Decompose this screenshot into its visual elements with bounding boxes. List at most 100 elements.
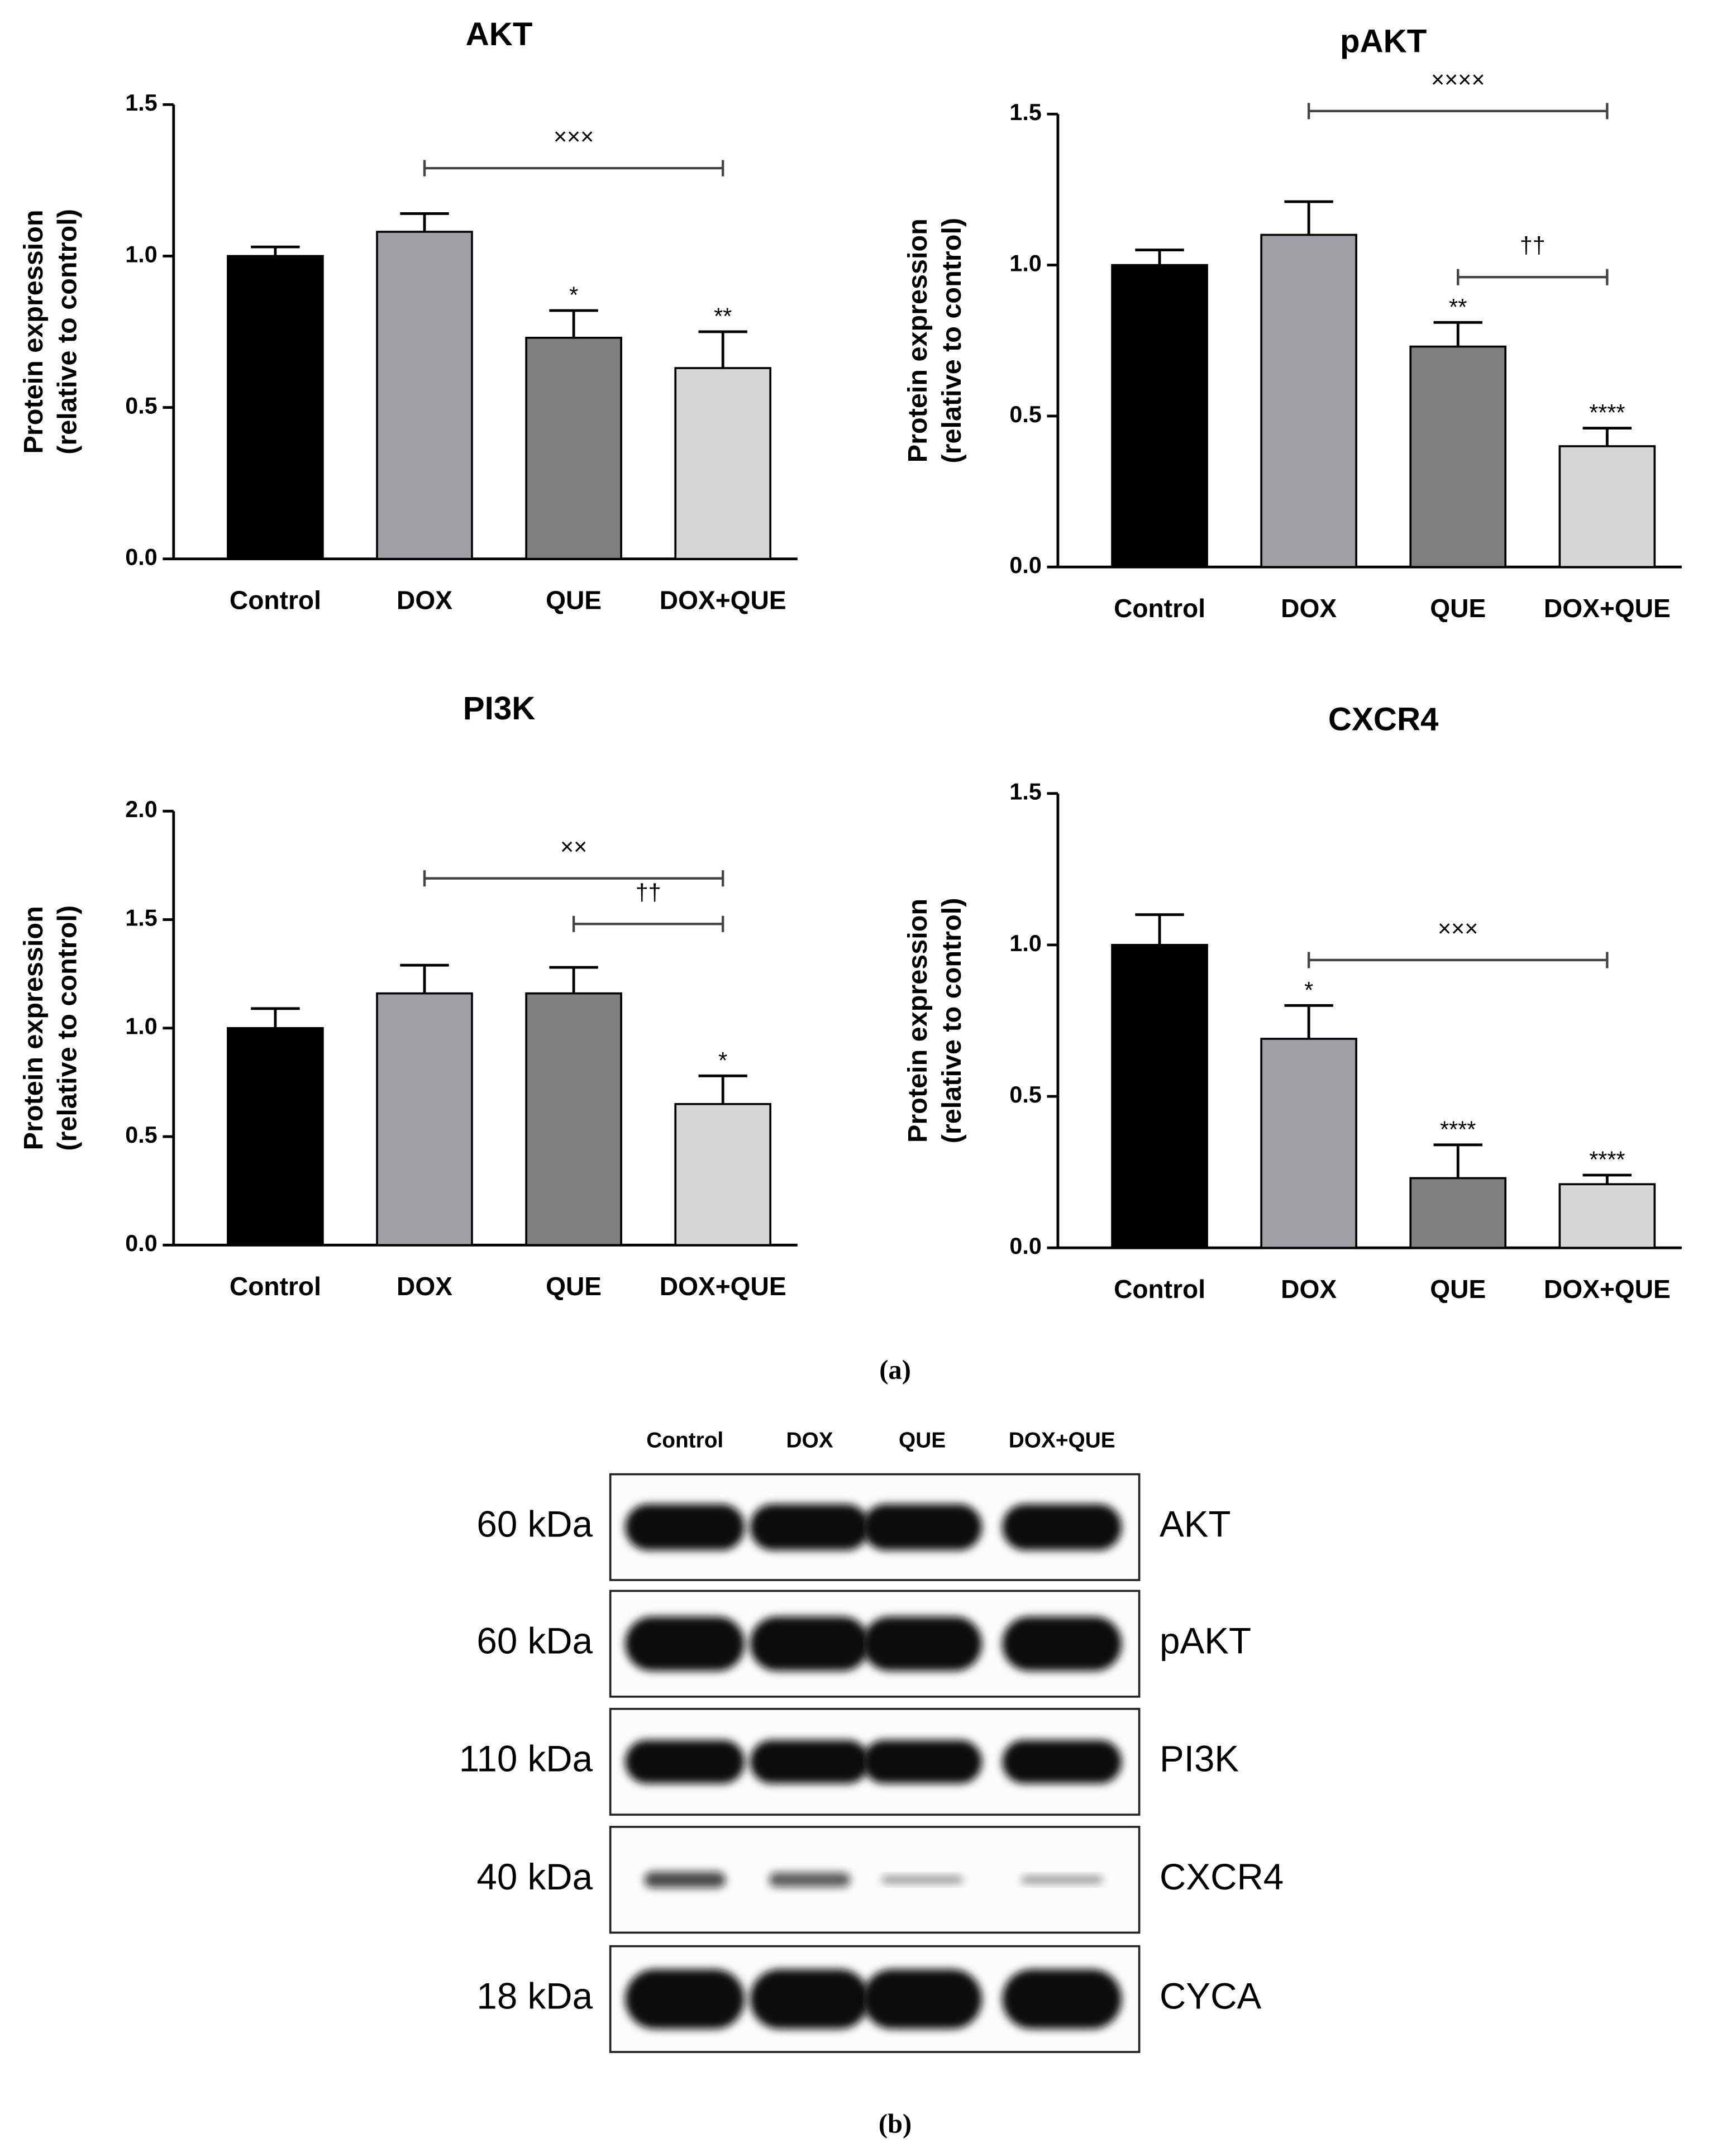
bracket-label: ×××× [1431,66,1485,92]
y-axis-label: Protein expression [903,218,933,462]
blot-band [862,1504,982,1550]
x-tick-label: Control [1114,594,1205,623]
protein-name: AKT [1160,1504,1231,1545]
x-tick-label: QUE [1430,1275,1486,1304]
y-axis-label: (relative to control) [937,898,967,1144]
y-tick-label: 1.5 [1009,99,1041,125]
x-tick-label: DOX [397,586,452,615]
y-tick-label: 0.0 [1009,552,1041,578]
molecular-weight: 60 kDa [476,1504,593,1545]
y-tick-label: 1.0 [125,1014,157,1039]
chart-title: AKT [466,16,533,52]
y-axis-label: Protein expression [18,906,49,1150]
blot-band [750,1969,870,2029]
x-tick-label: Control [230,586,321,615]
significance-label: * [718,1048,727,1073]
significance-label: ** [714,304,732,330]
y-tick-label: 1.5 [125,90,157,116]
bar [1111,264,1208,569]
bracket-label: †† [636,880,661,905]
bar [674,367,771,560]
chart-title: CXCR4 [1328,701,1439,737]
significance-label: ** [1449,294,1467,320]
y-tick-label: 1.0 [1009,250,1041,276]
x-tick-label: QUE [546,1272,602,1301]
y-axis-label: (relative to control) [53,209,83,455]
y-axis-label: Protein expression [903,899,933,1143]
x-tick-label: DOX+QUE [1544,1275,1671,1304]
caption: (b) [879,2109,912,2139]
y-tick-label: 0.0 [1009,1233,1041,1259]
blot-band [644,1872,726,1888]
lane-label: QUE [899,1429,946,1453]
x-tick-label: DOX+QUE [660,586,786,615]
blot-band [625,1504,745,1550]
molecular-weight: 40 kDa [476,1856,593,1897]
y-tick-label: 1.5 [1009,779,1041,805]
protein-name: pAKT [1160,1620,1251,1661]
x-tick-label: QUE [1430,594,1486,623]
y-tick-label: 0.0 [125,545,157,570]
lane-label: DOX+QUE [1009,1429,1115,1453]
bar [376,231,473,560]
bracket-label: ×× [560,834,587,860]
blot-band [862,1740,982,1784]
x-tick-label: DOX [397,1272,452,1301]
y-axis-label: Protein expression [18,209,49,454]
bar [376,992,473,1247]
protein-name: CXCR4 [1160,1856,1284,1897]
bracket-label: ××× [1438,915,1478,941]
y-tick-label: 0.5 [125,1122,157,1148]
blot-band [769,1872,851,1887]
chart-title: PI3K [463,690,536,727]
bar [525,336,622,560]
blot-band [1021,1875,1103,1884]
blot-band [862,1969,982,2029]
x-tick-label: Control [230,1272,321,1301]
blot-band [1002,1504,1122,1550]
lane-label: Control [646,1429,723,1453]
bracket-label: ××× [554,124,594,150]
y-axis-label: (relative to control) [53,905,83,1151]
chart-title: pAKT [1340,23,1427,59]
bar [1111,944,1208,1249]
blot-band [750,1504,870,1550]
caption: (a) [879,1355,911,1385]
significance-label: **** [1589,1147,1625,1173]
y-tick-label: 1.5 [125,905,157,930]
y-tick-label: 2.0 [125,796,157,822]
blot-band [625,1969,745,2029]
bar [1409,1177,1507,1249]
y-axis-label: (relative to control) [937,218,967,464]
bar [227,255,324,560]
y-tick-label: 0.5 [1009,1082,1041,1108]
molecular-weight: 18 kDa [476,1976,593,2017]
y-tick-label: 1.0 [125,241,157,267]
bar [227,1027,324,1247]
bar [1260,1038,1357,1249]
bar [525,992,622,1247]
significance-label: * [569,283,578,308]
bar [1558,445,1656,569]
blot-band [881,1875,963,1884]
x-tick-label: Control [1114,1275,1205,1304]
blot-band [862,1616,982,1671]
y-tick-label: 0.5 [125,393,157,418]
x-tick-label: DOX [1281,1275,1337,1304]
y-tick-label: 1.0 [1009,930,1041,956]
bar [1558,1183,1656,1249]
y-tick-label: 0.5 [1009,402,1041,427]
blot-band [1002,1616,1122,1671]
blot-band [750,1616,870,1671]
blot-band [625,1740,745,1784]
significance-label: **** [1589,400,1625,426]
y-tick-label: 0.0 [125,1230,157,1256]
bar [1409,345,1507,569]
molecular-weight: 60 kDa [476,1620,593,1661]
x-tick-label: QUE [546,586,602,615]
x-tick-label: DOX+QUE [660,1272,786,1301]
lane-label: DOX [786,1429,833,1453]
protein-name: CYCA [1160,1976,1261,2017]
blot-band [1002,1969,1122,2029]
